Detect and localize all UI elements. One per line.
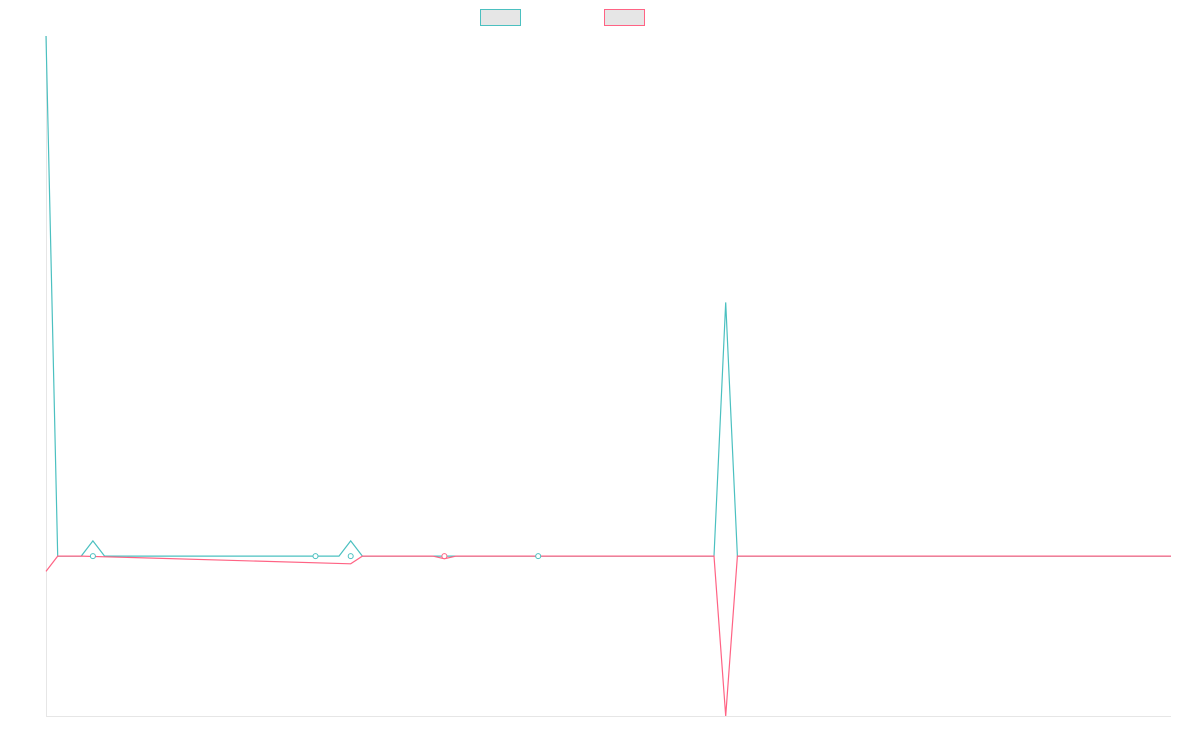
data-point-marker (441, 553, 448, 560)
data-point-marker (347, 553, 354, 560)
legend (480, 9, 645, 26)
series-line-1 (45, 35, 1171, 557)
legend-swatch-1[interactable] (480, 9, 521, 26)
legend-swatch-2[interactable] (604, 9, 645, 26)
plot-area (45, 35, 1171, 717)
data-point-marker (89, 553, 96, 560)
data-point-marker (312, 553, 319, 560)
series-line-2 (45, 555, 1171, 717)
data-point-marker (535, 553, 542, 560)
